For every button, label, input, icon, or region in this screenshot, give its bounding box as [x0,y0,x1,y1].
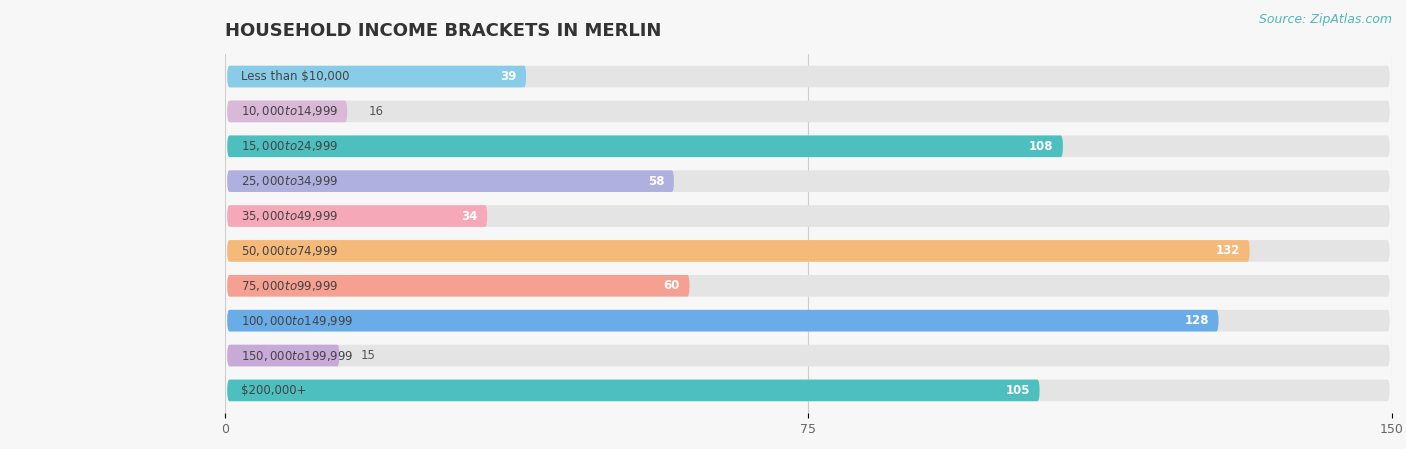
FancyBboxPatch shape [228,345,339,366]
FancyBboxPatch shape [228,275,689,297]
Text: 15: 15 [361,349,375,362]
Text: $75,000 to $99,999: $75,000 to $99,999 [240,279,337,293]
Text: Less than $10,000: Less than $10,000 [240,70,349,83]
Text: 132: 132 [1216,244,1240,257]
Text: 16: 16 [368,105,384,118]
FancyBboxPatch shape [228,66,526,88]
FancyBboxPatch shape [228,275,1389,297]
FancyBboxPatch shape [228,205,488,227]
Text: Source: ZipAtlas.com: Source: ZipAtlas.com [1258,13,1392,26]
Text: $50,000 to $74,999: $50,000 to $74,999 [240,244,337,258]
FancyBboxPatch shape [228,205,1389,227]
FancyBboxPatch shape [228,240,1389,262]
FancyBboxPatch shape [228,170,1389,192]
Text: $200,000+: $200,000+ [240,384,307,397]
Text: 58: 58 [648,175,665,188]
FancyBboxPatch shape [228,240,1250,262]
Text: 34: 34 [461,210,478,223]
Text: $15,000 to $24,999: $15,000 to $24,999 [240,139,337,153]
FancyBboxPatch shape [228,136,1063,157]
Text: 39: 39 [501,70,517,83]
Text: $35,000 to $49,999: $35,000 to $49,999 [240,209,337,223]
Text: 60: 60 [664,279,681,292]
FancyBboxPatch shape [228,310,1389,331]
FancyBboxPatch shape [228,66,1389,88]
Text: $100,000 to $149,999: $100,000 to $149,999 [240,314,353,328]
Text: $10,000 to $14,999: $10,000 to $14,999 [240,105,337,119]
FancyBboxPatch shape [228,101,1389,122]
Text: 128: 128 [1185,314,1209,327]
Text: HOUSEHOLD INCOME BRACKETS IN MERLIN: HOUSEHOLD INCOME BRACKETS IN MERLIN [225,22,661,40]
Text: 108: 108 [1029,140,1053,153]
Text: $25,000 to $34,999: $25,000 to $34,999 [240,174,337,188]
FancyBboxPatch shape [228,310,1219,331]
FancyBboxPatch shape [228,101,347,122]
FancyBboxPatch shape [228,379,1389,401]
FancyBboxPatch shape [228,379,1039,401]
FancyBboxPatch shape [228,136,1389,157]
FancyBboxPatch shape [228,345,1389,366]
FancyBboxPatch shape [228,170,673,192]
Text: $150,000 to $199,999: $150,000 to $199,999 [240,348,353,362]
Text: 105: 105 [1005,384,1031,397]
